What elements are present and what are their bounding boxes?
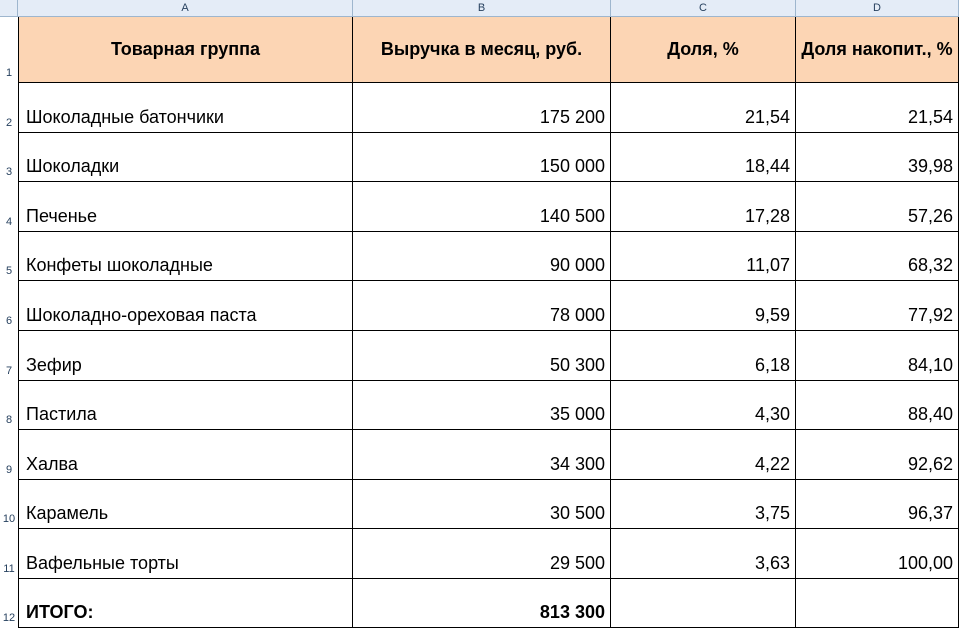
product-group-cell[interactable]: Пастила — [18, 380, 353, 431]
share-cell[interactable]: 21,54 — [611, 83, 796, 133]
header-product-group[interactable]: Товарная группа — [18, 17, 353, 83]
share-cell[interactable]: 18,44 — [611, 132, 796, 183]
cumulative-share-cell[interactable]: 92,62 — [796, 430, 959, 480]
revenue-cell[interactable]: 140 500 — [353, 182, 611, 232]
table-row: 4 Печенье 140 500 17,28 57,26 — [0, 182, 959, 232]
row-number[interactable]: 1 — [5, 67, 13, 79]
product-group-cell[interactable]: Вафельные торты — [18, 529, 353, 579]
product-group-cell[interactable]: Конфеты шоколадные — [18, 231, 353, 282]
share-cell[interactable]: 17,28 — [611, 182, 796, 232]
cumulative-share-cell[interactable]: 88,40 — [796, 380, 959, 431]
total-revenue-cell[interactable]: 813 300 — [353, 578, 611, 628]
revenue-cell[interactable]: 35 000 — [353, 380, 611, 431]
total-label-cell[interactable]: ИТОГО: — [18, 578, 353, 628]
table-row: 5 Конфеты шоколадные 90 000 11,07 68,32 — [0, 231, 959, 282]
row-number[interactable]: 9 — [5, 463, 13, 476]
column-header-d[interactable]: D — [796, 0, 959, 17]
row-number[interactable]: 2 — [5, 116, 13, 129]
share-cell[interactable]: 11,07 — [611, 231, 796, 282]
header-revenue[interactable]: Выручка в месяц, руб. — [353, 17, 611, 83]
cumulative-share-cell[interactable]: 84,10 — [796, 330, 959, 381]
cell-grid: 1 Товарная группа Выручка в месяц, руб. … — [0, 17, 959, 628]
table-row: 2 Шоколадные батончики 175 200 21,54 21,54 — [0, 83, 959, 133]
revenue-cell[interactable]: 78 000 — [353, 281, 611, 331]
cumulative-share-cell[interactable]: 57,26 — [796, 182, 959, 232]
total-row: 12 ИТОГО: 813 300 — [0, 578, 959, 628]
table-row: 3 Шоколадки 150 000 18,44 39,98 — [0, 132, 959, 183]
cumulative-share-cell[interactable]: 96,37 — [796, 479, 959, 530]
revenue-cell[interactable]: 34 300 — [353, 430, 611, 480]
table-row: 10 Карамель 30 500 3,75 96,37 — [0, 479, 959, 530]
table-row: 9 Халва 34 300 4,22 92,62 — [0, 430, 959, 480]
row-number[interactable]: 5 — [5, 265, 13, 278]
share-cell[interactable]: 4,22 — [611, 430, 796, 480]
row-number[interactable]: 3 — [5, 166, 13, 179]
share-cell[interactable]: 4,30 — [611, 380, 796, 431]
revenue-cell[interactable]: 30 500 — [353, 479, 611, 530]
product-group-cell[interactable]: Карамель — [18, 479, 353, 530]
cumulative-share-cell[interactable]: 77,92 — [796, 281, 959, 331]
table-row: 11 Вафельные торты 29 500 3,63 100,00 — [0, 529, 959, 579]
row-number[interactable]: 7 — [5, 364, 13, 377]
cumulative-share-cell[interactable]: 100,00 — [796, 529, 959, 579]
total-share-cell[interactable] — [611, 578, 796, 628]
product-group-cell[interactable]: Шоколадные батончики — [18, 83, 353, 133]
revenue-cell[interactable]: 29 500 — [353, 529, 611, 579]
product-group-cell[interactable]: Шоколадки — [18, 132, 353, 183]
revenue-cell[interactable]: 50 300 — [353, 330, 611, 381]
row-number[interactable]: 11 — [3, 562, 15, 575]
row-number[interactable]: 10 — [2, 513, 16, 526]
column-headers: A B C D — [0, 0, 959, 17]
header-share[interactable]: Доля, % — [611, 17, 796, 83]
total-cumulative-cell[interactable] — [796, 578, 959, 628]
column-header-c[interactable]: C — [611, 0, 796, 17]
revenue-cell[interactable]: 90 000 — [353, 231, 611, 282]
share-cell[interactable]: 3,63 — [611, 529, 796, 579]
share-cell[interactable]: 9,59 — [611, 281, 796, 331]
table-row: 7 Зефир 50 300 6,18 84,10 — [0, 330, 959, 381]
table-row: 8 Пастила 35 000 4,30 88,40 — [0, 380, 959, 431]
table-row: 6 Шоколадно-ореховая паста 78 000 9,59 77,92 — [0, 281, 959, 331]
revenue-cell[interactable]: 150 000 — [353, 132, 611, 183]
column-header-b[interactable]: B — [353, 0, 611, 17]
cumulative-share-cell[interactable]: 39,98 — [796, 132, 959, 183]
product-group-cell[interactable]: Печенье — [18, 182, 353, 232]
revenue-cell[interactable]: 175 200 — [353, 83, 611, 133]
share-cell[interactable]: 3,75 — [611, 479, 796, 530]
product-group-cell[interactable]: Халва — [18, 430, 353, 480]
row-number[interactable]: 12 — [2, 611, 16, 624]
row-number[interactable]: 8 — [5, 414, 13, 427]
table-header-row: 1 Товарная группа Выручка в месяц, руб. … — [0, 17, 959, 83]
row-number[interactable]: 4 — [5, 215, 13, 228]
column-header-a[interactable]: A — [18, 0, 353, 17]
share-cell[interactable]: 6,18 — [611, 330, 796, 381]
cumulative-share-cell[interactable]: 21,54 — [796, 83, 959, 133]
select-all-corner[interactable] — [0, 0, 18, 17]
product-group-cell[interactable]: Шоколадно-ореховая паста — [18, 281, 353, 331]
product-group-cell[interactable]: Зефир — [18, 330, 353, 381]
row-number[interactable]: 6 — [5, 314, 13, 327]
cumulative-share-cell[interactable]: 68,32 — [796, 231, 959, 282]
header-cumulative-share[interactable]: Доля накопит., % — [796, 17, 959, 83]
